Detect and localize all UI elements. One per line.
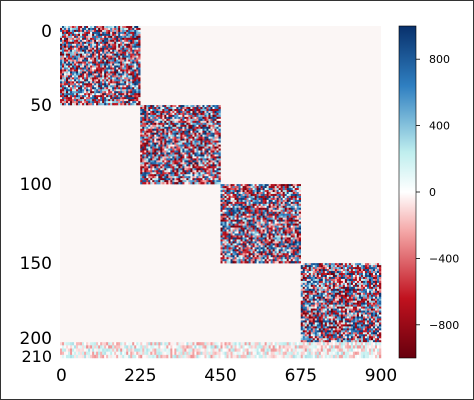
colorbar-tick-label-4: −800 bbox=[429, 319, 459, 332]
colorbar-tick-label-3: −400 bbox=[429, 252, 459, 265]
block-3 bbox=[220, 184, 301, 264]
x-tick-label-900: 900 bbox=[365, 366, 397, 386]
block-2 bbox=[140, 105, 221, 185]
bottom-band bbox=[60, 342, 382, 359]
colorbar-tick-label-1: 400 bbox=[429, 120, 450, 133]
colorbar-tick-label-2: 0 bbox=[429, 186, 436, 199]
x-tick-label-0: 0 bbox=[56, 366, 67, 386]
y-tick-label-0: 0 bbox=[41, 22, 52, 42]
y-tick-label-100: 100 bbox=[20, 175, 52, 195]
x-tick-label-450: 450 bbox=[204, 366, 236, 386]
colorbar-tick-label-0: 800 bbox=[429, 53, 450, 66]
y-tick-label-200: 200 bbox=[20, 329, 52, 349]
x-tick-label-225: 225 bbox=[124, 366, 156, 386]
y-tick-label-50: 50 bbox=[30, 96, 52, 116]
block-4 bbox=[300, 263, 382, 343]
y-tick-label-150: 150 bbox=[20, 254, 52, 274]
x-tick-label-675: 675 bbox=[285, 366, 317, 386]
y-tick-label-210: 210 bbox=[21, 347, 52, 366]
block-1 bbox=[60, 26, 141, 106]
colorbar bbox=[398, 25, 417, 359]
